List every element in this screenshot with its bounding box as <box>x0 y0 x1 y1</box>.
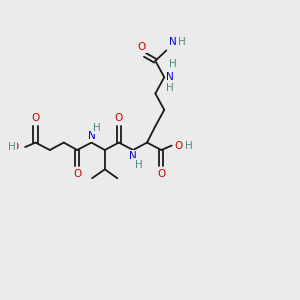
Text: H: H <box>169 59 177 69</box>
Text: O: O <box>11 142 19 152</box>
Text: O: O <box>174 140 182 151</box>
Text: O: O <box>137 42 146 52</box>
Text: N: N <box>169 38 177 47</box>
Text: O: O <box>115 113 123 123</box>
Text: N: N <box>88 131 95 141</box>
Text: H: H <box>185 140 193 151</box>
Text: H: H <box>178 38 185 47</box>
Text: H: H <box>166 82 173 93</box>
Text: H: H <box>8 142 16 152</box>
Text: O: O <box>32 113 40 123</box>
Text: N: N <box>166 72 173 82</box>
Text: O: O <box>73 169 81 179</box>
Text: H: H <box>134 160 142 170</box>
Text: O: O <box>157 169 165 179</box>
Text: N: N <box>129 152 137 161</box>
Text: H: H <box>93 123 101 133</box>
